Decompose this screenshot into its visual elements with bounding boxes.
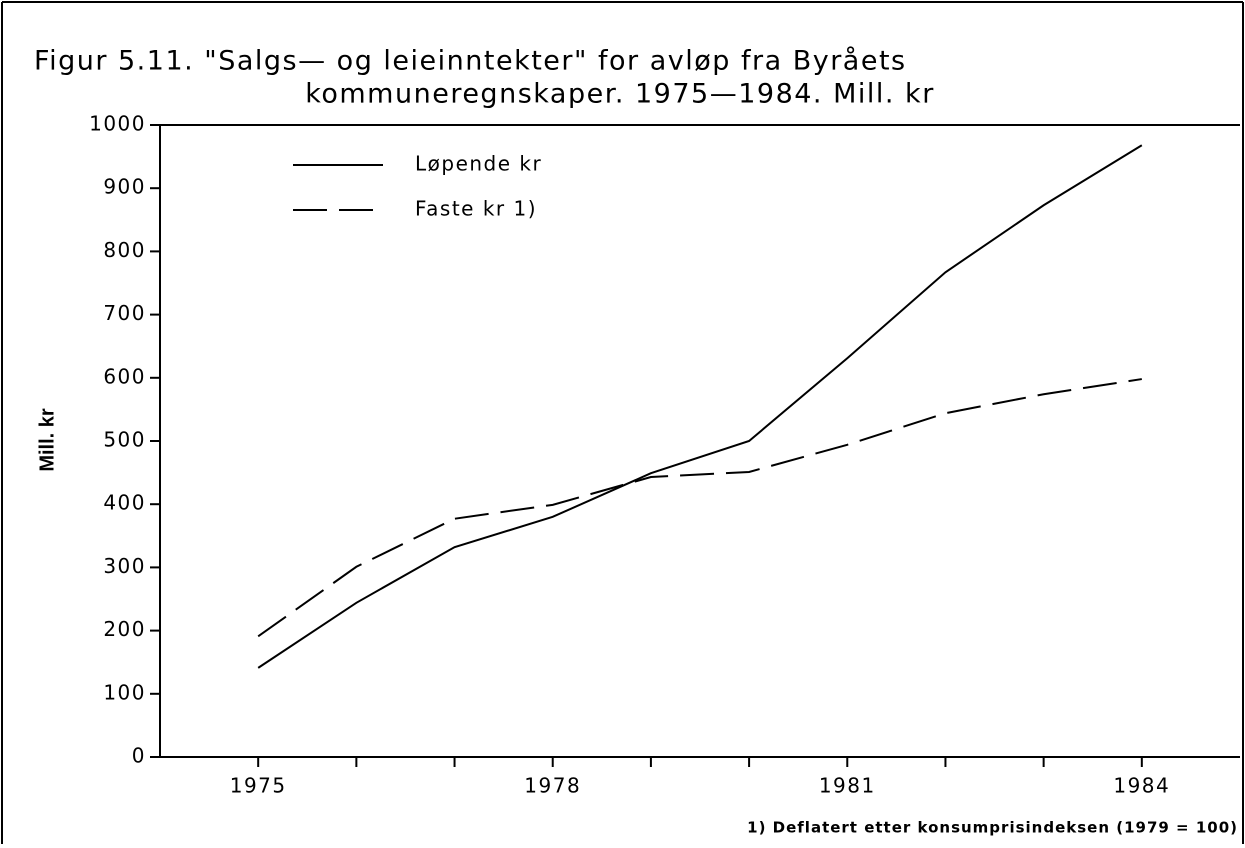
y-tick-label: 200 [103, 617, 146, 641]
legend-label: Løpende kr [415, 152, 542, 176]
x-tick-label: 1984 [1113, 774, 1170, 798]
y-tick-label: 600 [103, 364, 146, 388]
y-tick-label: 100 [103, 680, 146, 704]
footnote: 1) Deflatert etter konsumprisindeksen (1… [747, 819, 1238, 837]
y-tick-label: 800 [103, 238, 146, 262]
legend-label: Faste kr 1) [415, 197, 537, 221]
y-axis-label: Mill. kr [36, 408, 58, 472]
y-tick-label: 1000 [89, 112, 146, 136]
y-tick-label: 900 [103, 175, 146, 199]
x-tick-label: 1978 [524, 774, 581, 798]
chart-title: Figur 5.11. "Salgs— og leieinntekter" fo… [34, 46, 907, 77]
x-tick-label: 1981 [819, 774, 876, 798]
y-tick-label: 0 [132, 744, 146, 768]
data-line [257, 144, 1143, 669]
y-tick-label: 300 [103, 554, 146, 578]
x-tick-label: 1975 [230, 774, 287, 798]
data-line [257, 378, 1142, 638]
chart-title: kommuneregnskaper. 1975—1984. Mill. kr [305, 79, 935, 110]
y-tick-label: 700 [103, 301, 146, 325]
y-tick-label: 500 [103, 428, 146, 452]
y-tick-label: 400 [103, 491, 146, 515]
